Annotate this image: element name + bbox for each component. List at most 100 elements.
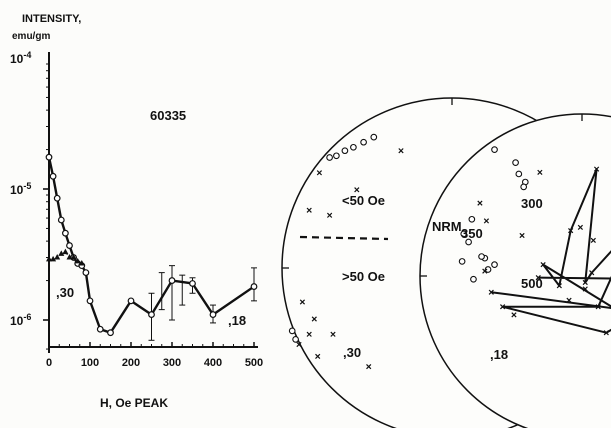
stereonet-point-x <box>577 224 584 231</box>
stereonet-point-circle <box>360 138 367 146</box>
y-tick-label: 10-6 <box>10 312 31 328</box>
data-point-triangle <box>50 255 57 262</box>
y-tick-base: 10 <box>10 52 24 66</box>
series-label-18: ,18 <box>228 313 246 328</box>
data-point-circle <box>250 283 258 290</box>
data-point-circle <box>62 229 69 237</box>
y-tick-label: 10-5 <box>10 181 31 197</box>
series-label-30: ,30 <box>56 285 74 300</box>
stereonet-point-x <box>354 187 360 193</box>
stereonet-point-x <box>315 353 321 360</box>
y-tick-base: 10 <box>10 183 24 197</box>
division-line <box>299 235 389 241</box>
stereonet-point-x <box>296 341 302 348</box>
stereonet-point-x <box>483 218 490 224</box>
stereonet-content: <50 Oe >50 Oe ,30 <box>282 98 453 370</box>
stereonet-point-circle <box>292 336 299 343</box>
decay-series: ,30 ,18 <box>45 153 258 341</box>
x-tick-label: 500 <box>245 357 263 369</box>
data-point-circle <box>189 280 196 287</box>
data-point-circle <box>96 325 104 333</box>
stereonet-point-circle <box>458 258 466 265</box>
stereonet-point-x <box>326 212 333 218</box>
stereo-label-18: ,18 <box>490 347 508 362</box>
data-point-circle <box>107 329 114 337</box>
y-tick-label: 10-4 <box>10 50 31 66</box>
stereonet-point-x <box>537 169 543 175</box>
data-point-circle <box>86 297 94 305</box>
stereo-label-below-50: <50 Oe <box>342 193 385 208</box>
stereonet-point-circle <box>460 230 468 238</box>
data-point-circle <box>82 269 90 277</box>
data-point-circle <box>168 277 176 284</box>
stereonet-point-circle <box>468 215 476 223</box>
stereo-label-30: ,30 <box>343 345 361 360</box>
y-tick-base: 10 <box>10 314 24 328</box>
data-point-triangle <box>46 255 52 262</box>
y-tick-exponent: -4 <box>23 50 31 60</box>
x-tick-label: 0 <box>46 357 52 369</box>
stereo-label-500: 500 <box>521 276 543 291</box>
stereonet-point-x <box>477 200 483 206</box>
stereonet-point-x <box>366 363 372 370</box>
data-point-circle <box>57 216 65 224</box>
stereonet-point-circle <box>288 327 296 335</box>
stereonet-right: NRM 350 300 500 ,18 <box>419 113 611 428</box>
stereonet-point-x <box>306 207 312 213</box>
stereonet-content: NRM 350 300 500 ,18 <box>420 114 611 362</box>
stereonet-point-circle <box>341 147 349 155</box>
data-point-triangle <box>62 248 69 255</box>
stereonet-point-x <box>519 232 525 239</box>
stereonet-point-circle <box>515 170 523 178</box>
x-tick-label: 300 <box>163 357 181 369</box>
x-tick-label: 100 <box>81 357 99 369</box>
data-point-circle <box>49 172 57 180</box>
stereonet-point-circle <box>370 133 378 141</box>
stereo-label-nrm: NRM <box>432 219 462 234</box>
data-point-circle <box>127 297 135 305</box>
demag-path <box>491 168 611 334</box>
y-axis-unit: emu/gm <box>12 31 50 42</box>
stereonet-point-circle <box>326 154 333 161</box>
stereonet-point-circle <box>333 152 340 160</box>
stereo-label-above-50: >50 Oe <box>342 269 385 284</box>
stereonet-point-circle <box>520 183 528 191</box>
stereonet-point-x <box>590 237 596 243</box>
y-tick-exponent: -5 <box>23 181 31 191</box>
decay-axes: 10-410-510-60 100 200 300 400 500 <box>10 50 263 369</box>
data-point-triangle <box>74 257 81 264</box>
stereonet-point-x <box>311 316 317 322</box>
stereonet-point-circle <box>484 266 492 273</box>
stereonet-point-circle <box>478 253 485 260</box>
x-axis-title: H, Oe PEAK <box>100 396 168 410</box>
data-point-triangle <box>58 250 65 256</box>
y-tick-exponent: -6 <box>23 312 31 322</box>
stereonet-point-x <box>299 299 306 305</box>
data-point-triangle <box>66 253 73 260</box>
stereonet-point-x <box>482 268 488 274</box>
stereonet-point-x <box>306 331 312 337</box>
sample-label: 60335 <box>150 108 186 123</box>
data-point-triangle <box>78 259 85 266</box>
stereo-label-300: 300 <box>521 196 543 211</box>
stereonet-point-circle <box>512 159 519 166</box>
data-point-circle <box>209 311 217 318</box>
intensity-decay-chart: INTENSITY, emu/gm 60335 H, Oe PEAK 10-41… <box>10 13 263 410</box>
data-point-circle <box>53 194 61 202</box>
y-axis-title: INTENSITY, <box>22 13 81 25</box>
stereonet-point-x <box>398 148 404 154</box>
stereonet-point-circle <box>491 146 498 153</box>
x-tick-label: 200 <box>122 357 140 369</box>
stereonet-point-circle <box>465 238 472 246</box>
stereonet-point-circle <box>350 143 357 151</box>
stereonet-point-circle <box>491 261 498 269</box>
stereonet-point-x <box>330 331 336 337</box>
stereonet-point-x <box>316 170 323 176</box>
data-point-circle <box>45 153 53 161</box>
stereonet-point-x <box>511 312 517 318</box>
x-tick-label: 400 <box>204 357 222 369</box>
data-point-circle <box>66 242 73 249</box>
data-point-circle <box>148 311 155 318</box>
